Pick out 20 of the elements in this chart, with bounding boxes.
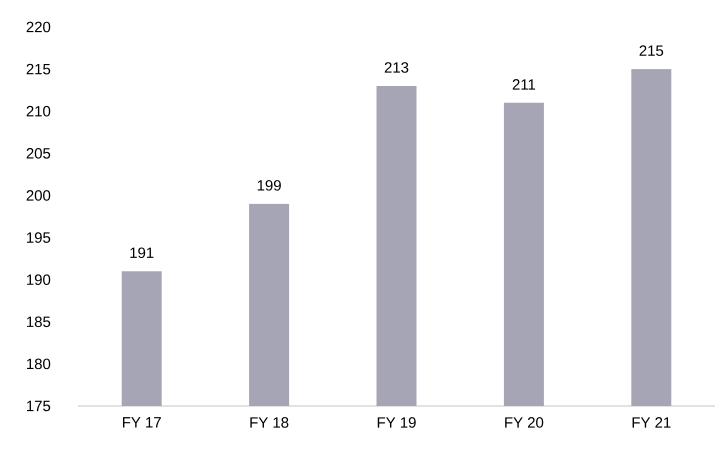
data-label: 215 xyxy=(640,45,664,56)
x-tick-label: FY 17 xyxy=(122,417,161,428)
y-tick-label: 185 xyxy=(27,316,50,328)
y-tick-label: 205 xyxy=(26,148,50,159)
x-tick-label: FY 18 xyxy=(250,417,288,428)
x-tick-label: FY 21 xyxy=(632,417,670,428)
y-tick-label: 210 xyxy=(26,106,50,117)
data-label: 213 xyxy=(384,62,408,73)
y-tick-label: 200 xyxy=(26,190,50,201)
y-tick-label: 190 xyxy=(27,274,50,285)
data-label: 211 xyxy=(512,79,536,90)
data-label: 191 xyxy=(130,247,154,258)
x-tick-label: FY 20 xyxy=(505,417,544,428)
data-label: 199 xyxy=(258,180,281,191)
x-tick-label: FY 19 xyxy=(378,417,416,428)
y-tick-label: 195 xyxy=(27,232,50,243)
y-tick-label: 215 xyxy=(26,64,50,74)
y-tick-label: 175 xyxy=(27,400,50,412)
y-tick-label: 220 xyxy=(26,22,50,32)
y-tick-label: 180 xyxy=(27,358,50,370)
